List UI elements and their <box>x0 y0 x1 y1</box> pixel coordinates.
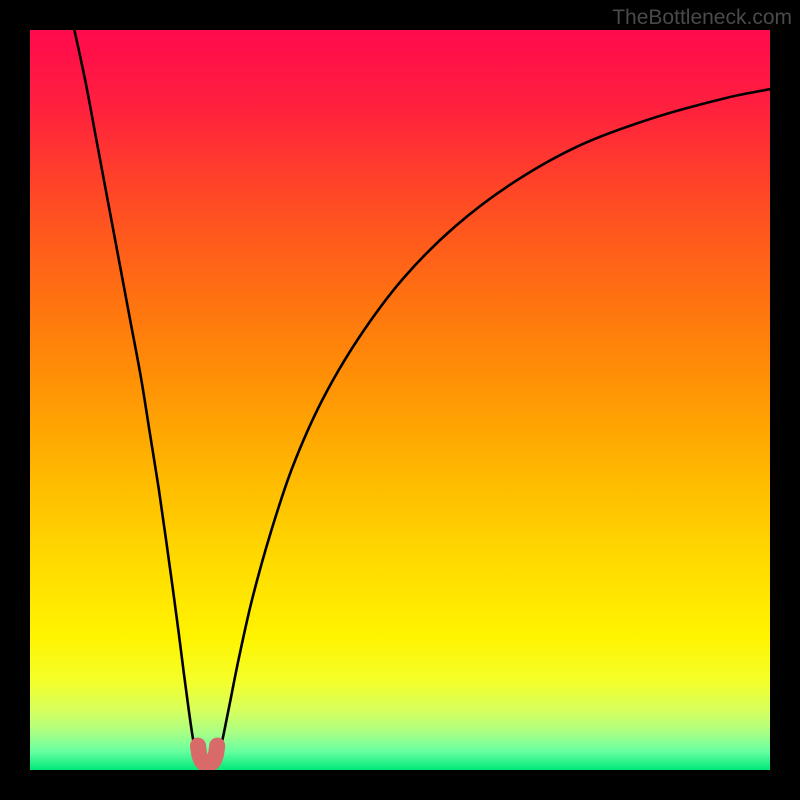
bottleneck-curve <box>30 30 770 770</box>
notch-connector <box>198 746 217 765</box>
curve-branch <box>217 89 770 758</box>
plot-area <box>30 30 770 770</box>
watermark-text: TheBottleneck.com <box>612 6 792 30</box>
chart-frame <box>30 30 770 770</box>
curve-branch <box>74 30 198 758</box>
